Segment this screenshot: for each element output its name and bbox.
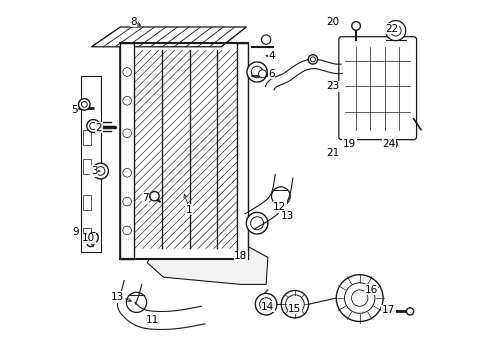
Bar	[82, 159, 91, 174]
Text: 19: 19	[342, 139, 356, 149]
Text: 15: 15	[288, 304, 301, 314]
Text: 13: 13	[281, 211, 294, 221]
Text: 14: 14	[261, 302, 274, 312]
Polygon shape	[147, 238, 267, 284]
Text: 20: 20	[325, 17, 339, 27]
Text: 22: 22	[384, 24, 397, 34]
Circle shape	[255, 293, 276, 315]
Circle shape	[246, 212, 267, 234]
Text: 8: 8	[130, 17, 137, 27]
Circle shape	[385, 21, 405, 41]
Text: 21: 21	[325, 148, 339, 158]
Circle shape	[307, 55, 317, 64]
Text: 4: 4	[267, 51, 274, 61]
Polygon shape	[237, 43, 247, 259]
Polygon shape	[91, 27, 246, 47]
Text: 12: 12	[273, 202, 286, 212]
Circle shape	[88, 233, 98, 243]
Circle shape	[122, 68, 131, 76]
Text: 3: 3	[90, 166, 97, 176]
Circle shape	[406, 308, 413, 315]
Circle shape	[351, 22, 360, 30]
Circle shape	[258, 70, 266, 78]
Text: 17: 17	[381, 305, 394, 315]
Circle shape	[122, 226, 131, 235]
Text: 13: 13	[111, 292, 124, 302]
Text: 16: 16	[364, 285, 377, 295]
Polygon shape	[120, 43, 134, 259]
Text: 24: 24	[382, 139, 395, 149]
Circle shape	[122, 168, 131, 177]
Polygon shape	[81, 76, 101, 252]
Text: 18: 18	[234, 251, 247, 261]
Circle shape	[79, 99, 90, 110]
Circle shape	[87, 239, 94, 247]
Bar	[82, 195, 91, 210]
Text: 9: 9	[72, 227, 79, 237]
Text: 23: 23	[325, 81, 339, 91]
Bar	[82, 228, 91, 242]
Polygon shape	[117, 280, 204, 329]
Circle shape	[246, 62, 266, 82]
Text: 5: 5	[71, 105, 78, 115]
Text: 11: 11	[146, 315, 159, 325]
Text: 2: 2	[95, 123, 102, 133]
Polygon shape	[265, 59, 342, 90]
Circle shape	[122, 129, 131, 138]
Text: 1: 1	[185, 204, 192, 215]
Text: 6: 6	[267, 69, 274, 79]
Circle shape	[87, 120, 100, 132]
Circle shape	[336, 275, 382, 321]
Bar	[82, 130, 91, 145]
Polygon shape	[244, 175, 292, 229]
Text: 7: 7	[142, 193, 148, 203]
Polygon shape	[120, 43, 247, 259]
Circle shape	[149, 192, 159, 201]
Circle shape	[122, 96, 131, 105]
FancyBboxPatch shape	[338, 37, 416, 140]
Circle shape	[351, 290, 367, 306]
Text: 10: 10	[82, 233, 95, 243]
Circle shape	[122, 197, 131, 206]
Circle shape	[281, 291, 308, 318]
Circle shape	[261, 35, 270, 44]
Circle shape	[92, 163, 108, 179]
Circle shape	[386, 139, 396, 149]
